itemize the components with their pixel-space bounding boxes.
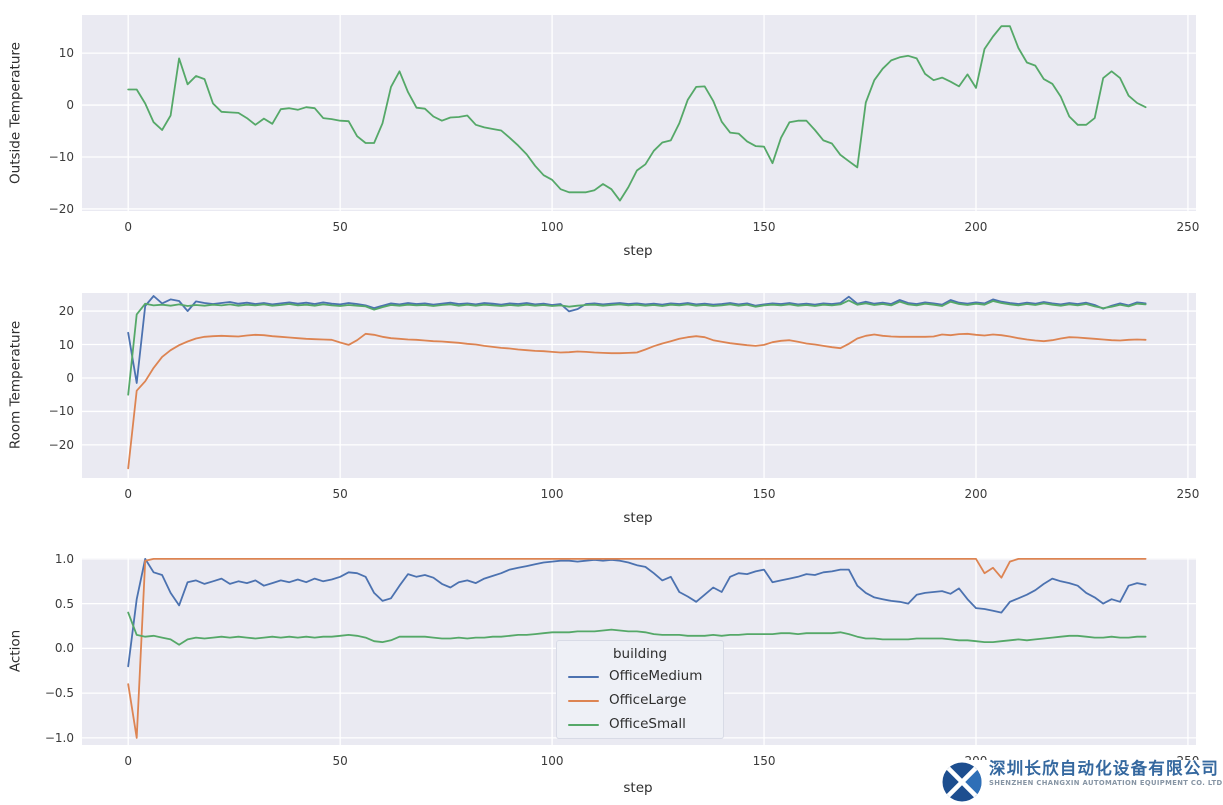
y-tick-label: 10 bbox=[58, 46, 74, 61]
x-tick-label: 200 bbox=[964, 487, 988, 501]
company-name-chinese: 深圳长欣自动化设备有限公司 bbox=[989, 759, 1220, 778]
x-tick-label: 50 bbox=[332, 487, 348, 501]
y-tick-label: 0 bbox=[66, 370, 74, 385]
legend-building: building OfficeMedium OfficeLarge Office… bbox=[556, 640, 724, 739]
x-tick-label: 150 bbox=[752, 754, 776, 768]
legend-line-swatch-blue bbox=[568, 675, 599, 679]
line-series-officesmall bbox=[127, 611, 1147, 646]
legend-item-officelarge: OfficeLarge bbox=[557, 689, 723, 713]
y-tick-label: 20 bbox=[58, 304, 74, 319]
legend-title: building bbox=[612, 646, 668, 662]
x-axis-label-step-2: step bbox=[623, 510, 653, 526]
x-tick-label: 150 bbox=[752, 220, 776, 234]
y-tick-label: 10 bbox=[58, 337, 74, 352]
y-tick-label: −10 bbox=[48, 404, 74, 419]
y-tick-label: 0.0 bbox=[54, 641, 74, 656]
y-tick-label: −20 bbox=[48, 437, 74, 452]
company-name-block: 深圳长欣自动化设备有限公司 SHENZHEN CHANGXIN AUTOMATI… bbox=[989, 759, 1223, 788]
subplot-outside-temperature bbox=[82, 15, 1196, 211]
line-series-officelarge bbox=[127, 558, 1147, 739]
legend-line-swatch-green bbox=[568, 723, 599, 727]
x-tick-label: 0 bbox=[124, 220, 133, 234]
company-name-english: SHENZHEN CHANGXIN AUTOMATION EQUIPMENT C… bbox=[989, 778, 1223, 787]
line-series-outsidetemperature bbox=[127, 25, 1147, 202]
x-tick-label: 0 bbox=[124, 754, 133, 768]
x-tick-label: 0 bbox=[124, 487, 133, 501]
changxin-logo-icon bbox=[942, 762, 982, 802]
y-axis-label-outside-temperature: Outside Temperature bbox=[7, 42, 24, 184]
y-tick-label: 0 bbox=[66, 98, 74, 113]
x-tick-label: 100 bbox=[540, 220, 564, 234]
legend-line-swatch-orange bbox=[568, 699, 599, 703]
y-tick-label: −10 bbox=[48, 150, 74, 164]
x-tick-label: 100 bbox=[540, 487, 564, 501]
company-logo: 深圳长欣自动化设备有限公司 SHENZHEN CHANGXIN AUTOMATI… bbox=[940, 759, 1223, 805]
chart-canvas-1 bbox=[82, 293, 1196, 478]
y-tick-label: 0.5 bbox=[54, 596, 74, 611]
x-axis-label-step-1: step bbox=[623, 243, 653, 259]
x-tick-label: 50 bbox=[332, 754, 348, 768]
x-tick-label: 250 bbox=[1176, 487, 1200, 501]
y-tick-label: −20 bbox=[48, 201, 74, 216]
line-series-officelarge bbox=[127, 332, 1147, 470]
x-tick-label: 150 bbox=[752, 487, 776, 501]
chart-canvas-0 bbox=[82, 15, 1196, 211]
line-series-officesmall bbox=[127, 299, 1147, 396]
x-tick-label: 250 bbox=[1176, 220, 1200, 234]
line-series-officemedium bbox=[127, 295, 1147, 384]
x-axis-label-step-3: step bbox=[623, 780, 653, 796]
y-axis-label-action: Action bbox=[7, 629, 24, 673]
y-tick-label: 1.0 bbox=[54, 551, 74, 566]
legend-item-officesmall: OfficeSmall bbox=[557, 713, 723, 737]
x-tick-label: 100 bbox=[540, 754, 564, 768]
subplot-room-temperature bbox=[82, 293, 1196, 478]
y-tick-label: −0.5 bbox=[44, 686, 74, 701]
y-tick-label: −1.0 bbox=[44, 730, 74, 745]
x-tick-label: 50 bbox=[332, 220, 348, 234]
legend-item-officemedium: OfficeMedium bbox=[557, 665, 723, 689]
line-series-officemedium bbox=[127, 558, 1147, 668]
y-axis-label-room-temperature: Room Temperature bbox=[7, 320, 24, 450]
x-tick-label: 200 bbox=[964, 220, 988, 234]
